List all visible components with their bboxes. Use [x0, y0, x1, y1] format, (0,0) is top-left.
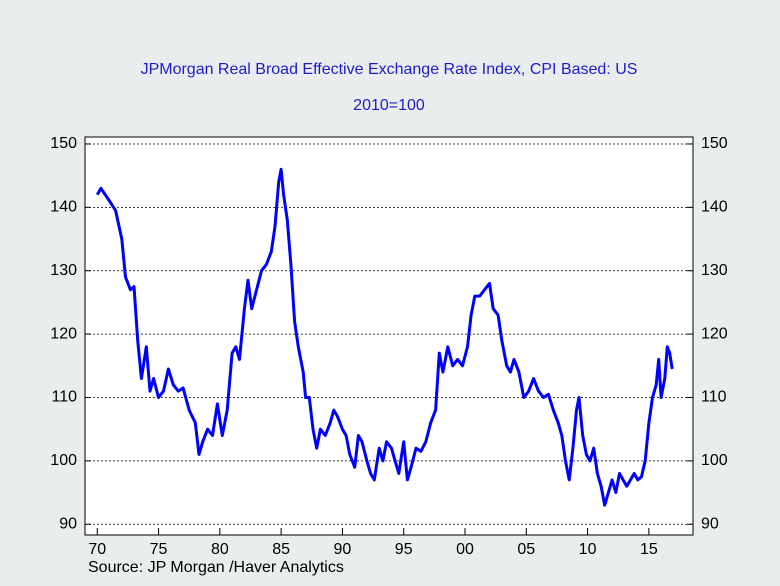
y-tick-label: 130 [50, 262, 77, 279]
y-tick-label: 150 [50, 135, 77, 152]
x-tick-label: 70 [88, 541, 106, 558]
chart-title: JPMorgan Real Broad Effective Exchange R… [141, 61, 638, 78]
x-tick-label: 95 [395, 541, 413, 558]
y2-tick-label: 120 [701, 325, 728, 342]
y2-tick-label: 100 [701, 452, 728, 469]
x-tick-label: 75 [150, 541, 168, 558]
y2-tick-label: 90 [701, 515, 719, 532]
x-tick-label: 80 [211, 541, 229, 558]
y2-tick-label: 130 [701, 262, 728, 279]
data-line [95, 167, 674, 507]
y-tick-label: 100 [50, 452, 77, 469]
y-tick-label: 120 [50, 325, 77, 342]
x-tick-label: 10 [579, 541, 597, 558]
x-tick-label: 85 [272, 541, 290, 558]
y-tick-label: 140 [50, 199, 77, 216]
y2-tick-label: 140 [701, 199, 728, 216]
source-note: Source: JP Morgan /Haver Analytics [88, 559, 344, 576]
y2-tick-label: 110 [701, 389, 727, 406]
y-tick-label: 110 [51, 389, 77, 406]
plot-area [84, 136, 694, 536]
chart-subtitle: 2010=100 [353, 97, 425, 114]
x-tick-label: 00 [456, 541, 474, 558]
x-tick-label: 90 [334, 541, 352, 558]
x-tick-label: 15 [640, 541, 658, 558]
x-tick-label: 05 [517, 541, 535, 558]
y-tick-label: 90 [59, 515, 77, 532]
y2-tick-label: 150 [701, 135, 728, 152]
